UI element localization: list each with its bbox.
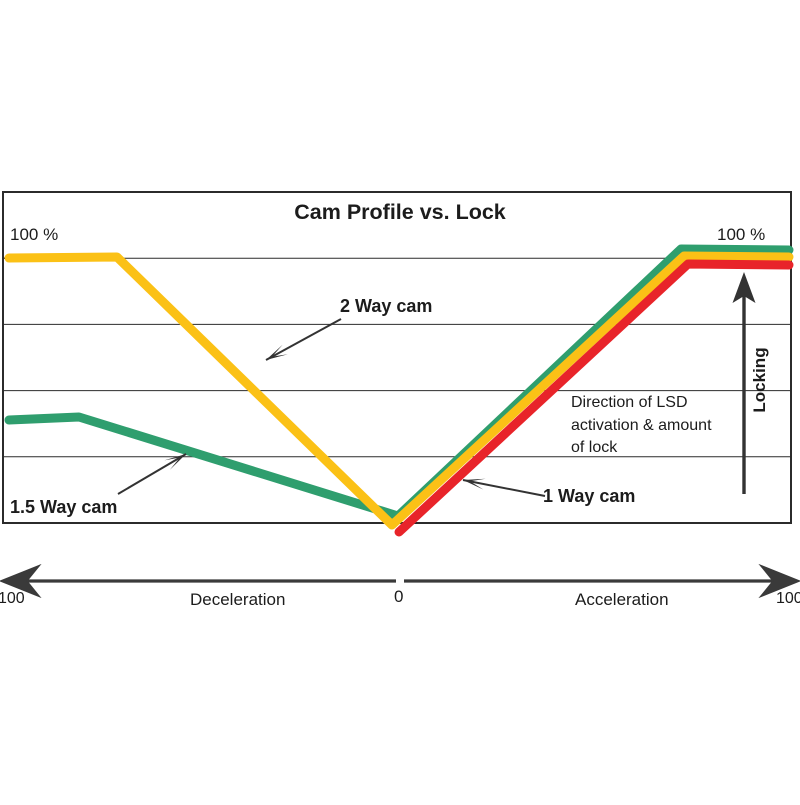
svg-text:Acceleration: Acceleration xyxy=(575,590,669,609)
svg-text:100: 100 xyxy=(0,590,25,607)
svg-text:0: 0 xyxy=(394,587,403,606)
svg-text:Deceleration: Deceleration xyxy=(190,590,285,609)
svg-text:100: 100 xyxy=(776,590,800,607)
